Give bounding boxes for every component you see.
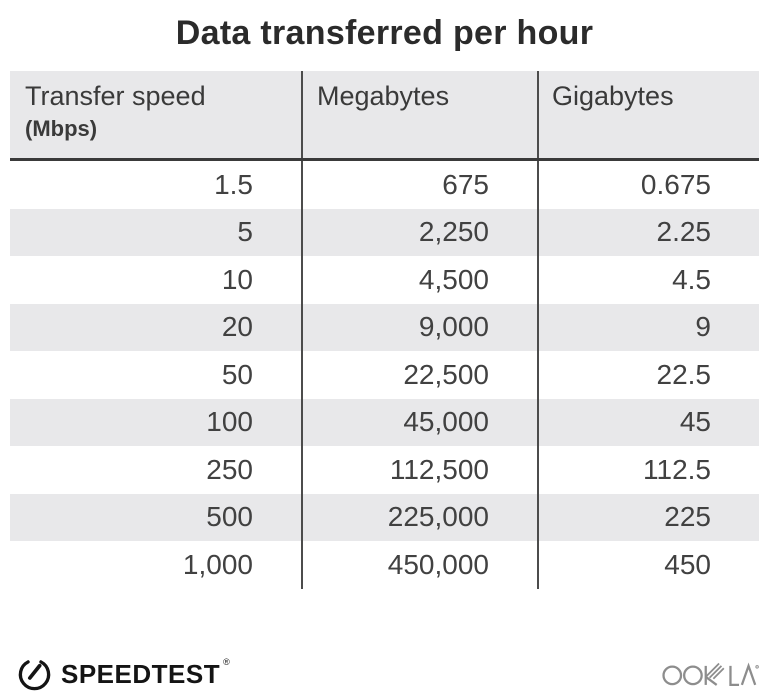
table-row: 1,000 450,000 450	[10, 541, 759, 589]
cell-transfer-speed: 1.5	[10, 161, 303, 209]
speedtest-wordmark: SPEEDTEST	[61, 658, 221, 689]
header-transfer-speed-unit: (Mbps)	[25, 116, 98, 142]
table-row: 100 45,000 45	[10, 398, 759, 446]
table-row: 10 4,500 4.5	[10, 256, 759, 304]
table-row: 50 22,500 22.5	[10, 351, 759, 399]
header-megabytes-label: Megabytes	[317, 81, 450, 111]
cell-gigabytes: 225	[664, 501, 711, 533]
cell-megabytes: 225,000	[303, 493, 539, 541]
cell-megabytes: 675	[303, 161, 539, 209]
cell-gigabytes: 112.5	[643, 453, 711, 485]
header-transfer-speed-label: Transfer speed	[25, 81, 206, 111]
page-title: Data transferred per hour	[175, 14, 594, 52]
cell-gigabytes: 9	[695, 311, 711, 343]
table-row: 1.5 675 0.675	[10, 161, 759, 209]
table-row: 5 2,250 2.25	[10, 208, 759, 256]
cell-gigabytes: 2.25	[656, 216, 712, 248]
ookla-wordmark	[662, 662, 759, 687]
cell-transfer-speed: 10	[10, 256, 303, 304]
cell-gigabytes: 45	[679, 406, 711, 438]
table-body: 1.5 675 0.675 5 2,250 2.25 10 4,500 4.5 …	[10, 161, 759, 589]
cell-transfer-speed: 250	[10, 446, 303, 494]
data-table: Transfer speed (Mbps) Megabytes Gigabyte…	[10, 71, 759, 589]
cell-gigabytes: 22.5	[656, 358, 712, 390]
table-header-row: Transfer speed (Mbps) Megabytes Gigabyte…	[10, 71, 759, 161]
cell-megabytes: 112,500	[303, 446, 539, 494]
cell-megabytes: 45,000	[303, 398, 539, 446]
speedtest-logo: SPEEDTEST ®	[16, 655, 230, 692]
table-row: 250 112,500 112.5	[10, 446, 759, 494]
speedtest-gauge-icon	[18, 660, 51, 691]
cell-transfer-speed: 5	[10, 208, 303, 256]
header-transfer-speed: Transfer speed (Mbps)	[10, 71, 303, 158]
header-gigabytes-label: Gigabytes	[552, 81, 674, 111]
cell-gigabytes: 0.675	[640, 168, 711, 200]
table-row: 500 225,000 225	[10, 493, 759, 541]
cell-megabytes: 450,000	[303, 541, 539, 589]
cell-megabytes: 22,500	[303, 351, 539, 399]
cell-transfer-speed: 1,000	[10, 541, 303, 589]
header-gigabytes: Gigabytes	[539, 71, 759, 158]
cell-megabytes: 2,250	[303, 208, 539, 256]
cell-transfer-speed: 500	[10, 493, 303, 541]
cell-gigabytes: 4.5	[672, 263, 711, 295]
cell-transfer-speed: 50	[10, 351, 303, 399]
cell-megabytes: 4,500	[303, 256, 539, 304]
cell-transfer-speed: 100	[10, 398, 303, 446]
speedtest-registered-mark: ®	[223, 657, 230, 667]
cell-gigabytes: 450	[664, 548, 711, 580]
ookla-logo	[662, 659, 759, 688]
header-megabytes: Megabytes	[303, 71, 539, 158]
table-row: 20 9,000 9	[10, 303, 759, 351]
cell-transfer-speed: 20	[10, 303, 303, 351]
cell-megabytes: 9,000	[303, 303, 539, 351]
